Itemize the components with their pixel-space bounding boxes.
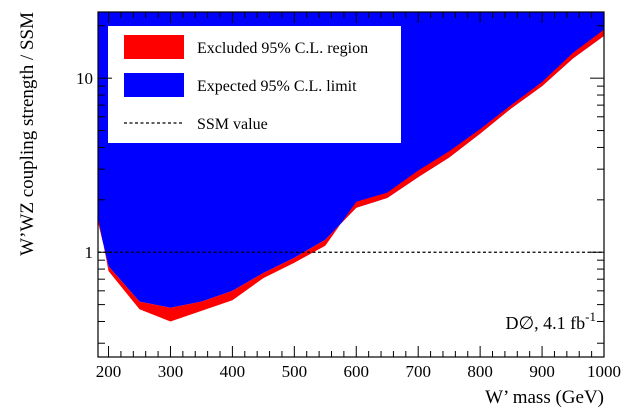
annotation-superscript: -1	[585, 309, 596, 324]
legend-label: Expected 95% C.L. limit	[197, 78, 357, 95]
plot-frame	[97, 11, 605, 358]
x-tick-label: 800	[467, 362, 493, 381]
luminosity-annotation: D∅, 4.1 fb-1	[505, 309, 596, 333]
annotation-prefix: D∅, 4.1 fb	[505, 313, 585, 333]
x-tick-label: 200	[96, 362, 122, 381]
x-tick-label: 500	[282, 362, 308, 381]
legend-label: SSM value	[197, 116, 268, 133]
x-tick-label: 1000	[587, 362, 621, 381]
y-axis-title: W’WZ coupling strength / SSM	[17, 12, 38, 256]
axes: 200 300 400 500 600 700 800 900 1000 1 10	[76, 11, 621, 381]
y-tick-label: 10	[76, 69, 93, 88]
x-tick-label: 900	[529, 362, 555, 381]
x-tick-label: 600	[344, 362, 370, 381]
legend-swatch	[124, 35, 184, 59]
x-tick-label: 700	[405, 362, 431, 381]
legend: Excluded 95% C.L. region Expected 95% C.L…	[108, 26, 401, 143]
legend-swatch	[124, 73, 184, 97]
x-tick-label: 400	[220, 362, 246, 381]
x-axis-title: W’ mass (GeV)	[485, 387, 604, 408]
legend-label: Excluded 95% C.L. region	[197, 40, 368, 57]
x-tick-label: 300	[158, 362, 184, 381]
y-tick-label: 1	[85, 243, 94, 262]
